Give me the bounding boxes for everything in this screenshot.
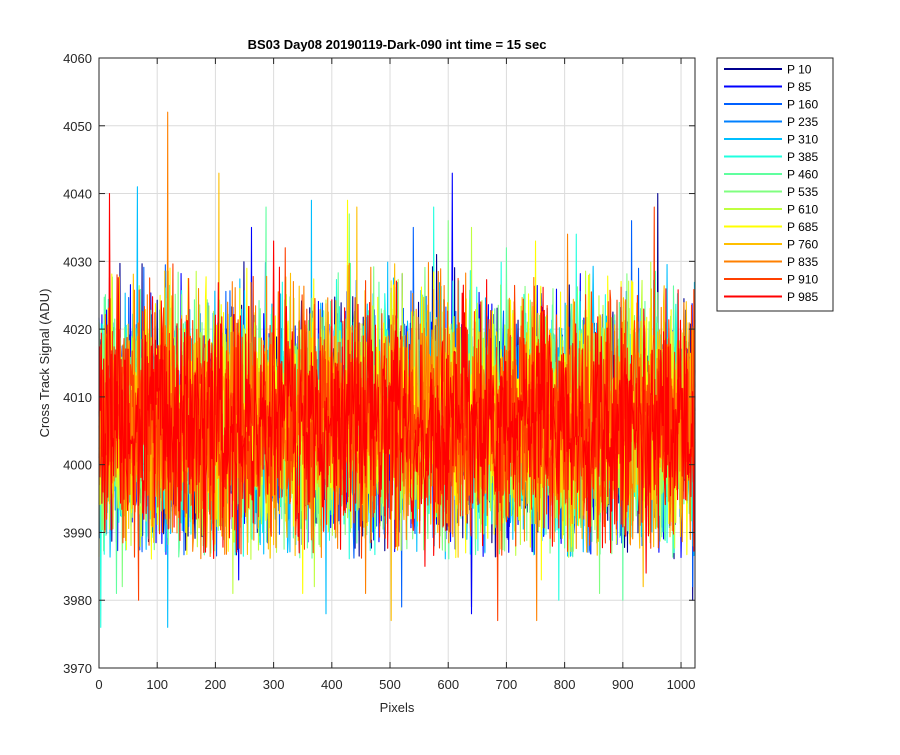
x-tick-label: 600	[437, 677, 459, 692]
legend-label: P 235	[787, 115, 818, 129]
y-tick-label: 3970	[63, 661, 92, 676]
y-tick-label: 4010	[63, 390, 92, 405]
x-tick-label: 100	[146, 677, 168, 692]
y-tick-label: 3990	[63, 525, 92, 540]
legend-label: P 535	[787, 185, 818, 199]
y-tick-label: 3980	[63, 593, 92, 608]
legend-label: P 985	[787, 290, 818, 304]
x-tick-label: 700	[496, 677, 518, 692]
legend: P 10 P 85 P 160 P 235 P 310 P 385 P 460 P 535 P …	[716, 57, 834, 312]
y-tick-label: 4060	[63, 51, 92, 66]
legend-label: P 910	[787, 273, 818, 287]
legend-label: P 385	[787, 150, 818, 164]
y-tick-label: 4020	[63, 322, 92, 337]
y-tick-label: 4050	[63, 119, 92, 134]
y-tick-label: 4000	[63, 458, 92, 473]
x-tick-label: 0	[95, 677, 102, 692]
x-axis-label: Pixels	[380, 700, 415, 715]
y-axis-label: Cross Track Signal (ADU)	[37, 289, 52, 438]
legend-label: P 610	[787, 203, 818, 217]
chart-title: BS03 Day08 20190119-Dark-090 int time = …	[248, 37, 547, 52]
plot-layer	[98, 111, 696, 628]
x-tick-label: 300	[263, 677, 285, 692]
legend-box	[716, 57, 834, 312]
axes-box	[98, 57, 696, 669]
legend-label: P 160	[787, 98, 818, 112]
x-tick-label: 800	[554, 677, 576, 692]
x-tick-label: 500	[379, 677, 401, 692]
legend-label: P 310	[787, 133, 818, 147]
legend-label: P 835	[787, 255, 818, 269]
y-tick-label: 4030	[63, 254, 92, 269]
x-tick-label: 1000	[667, 677, 696, 692]
tick-layer: 0 100 200 300 400 500 600 700 800 900 1000 3970 3980…	[63, 51, 695, 692]
x-tick-label: 400	[321, 677, 343, 692]
legend-label: P 760	[787, 238, 818, 252]
legend-label: P 460	[787, 168, 818, 182]
legend-label: P 685	[787, 220, 818, 234]
x-tick-label: 900	[612, 677, 634, 692]
x-tick-label: 200	[205, 677, 227, 692]
y-tick-label: 4040	[63, 187, 92, 202]
series-line	[98, 193, 696, 574]
legend-label: P 85	[787, 80, 812, 94]
legend-label: P 10	[787, 63, 812, 77]
